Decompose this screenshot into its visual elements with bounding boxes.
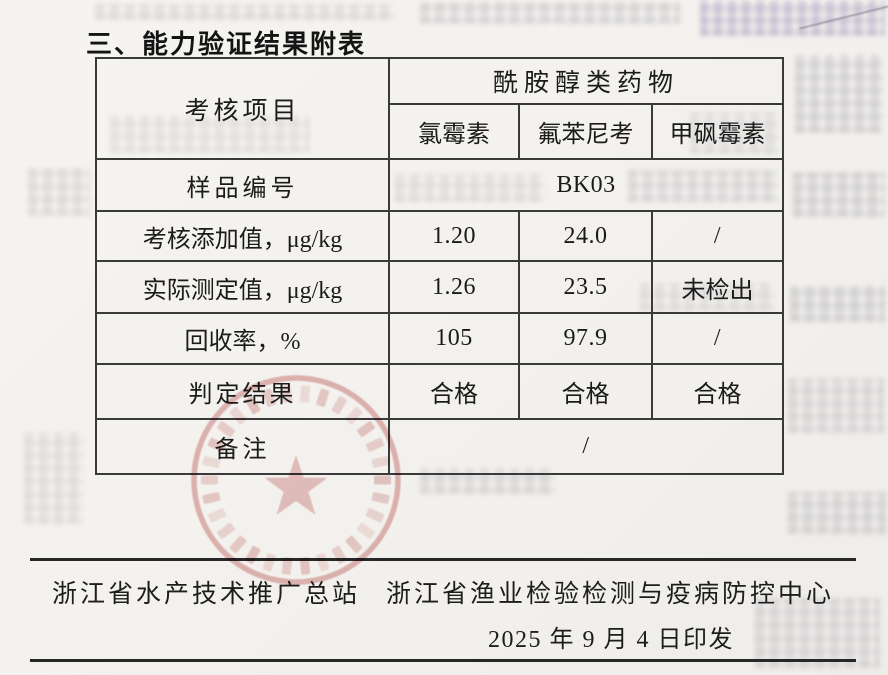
bleed-through-artifact [793, 172, 885, 217]
row-label-remarks: 备注 [95, 418, 390, 475]
footer-rule-bottom [30, 659, 856, 662]
bleed-through-artifact [795, 55, 883, 133]
header-florfenicol: 氟苯尼考 [518, 103, 653, 160]
cell-spiked-chloramphenicol: 1.20 [388, 210, 520, 262]
cell-judgment-chloramphenicol: 合格 [388, 363, 520, 420]
cell-judgment-florfenicol: 合格 [518, 363, 653, 420]
cell-spiked-thiamphenicol: / [651, 210, 784, 262]
footer-organizations: 浙江省水产技术推广总站 浙江省渔业检验检测与疫病防控中心 [52, 574, 834, 610]
page-title: 三、能力验证结果附表 [86, 29, 367, 59]
row-recovery-rate: 回收率，% 105 97.9 / [95, 312, 784, 365]
bleed-through-artifact [788, 378, 884, 433]
footer-date-line: 2025 年 9 月 4 日印发 [488, 627, 734, 653]
row-sample-id: 样品编号 BK03 [95, 158, 784, 212]
footer-rule-top [30, 558, 856, 561]
cell-measured-thiamphenicol: 未检出 [651, 260, 784, 314]
header-drug-class: 酰胺醇类药物 [388, 57, 784, 105]
row-label-spiked: 考核添加值，μg/kg [95, 210, 390, 262]
bleed-through-artifact [788, 492, 886, 534]
bleed-through-artifact [790, 286, 885, 322]
cell-recovery-thiamphenicol: / [651, 312, 784, 365]
header-assessment-item: 考核项目 [95, 57, 390, 160]
row-remarks: 备注 / [95, 418, 784, 475]
row-label-sample-id: 样品编号 [95, 158, 390, 212]
row-label-measured: 实际测定值，μg/kg [95, 260, 390, 314]
row-judgment: 判定结果 合格 合格 合格 [95, 363, 784, 420]
cell-remarks: / [388, 418, 784, 475]
footer-org-left: 浙江省水产技术推广总站 [52, 581, 361, 608]
cell-measured-florfenicol: 23.5 [518, 260, 653, 314]
table-header-row-drugs: 氯霉素 氟苯尼考 甲砜霉素 [96, 103, 784, 160]
row-spiked-value: 考核添加值，μg/kg 1.20 24.0 / [95, 210, 784, 262]
header-chloramphenicol: 氯霉素 [388, 103, 520, 160]
cell-spiked-florfenicol: 24.0 [518, 210, 653, 262]
bleed-through-artifact [95, 4, 395, 20]
bleed-through-artifact [24, 432, 84, 524]
table-header-row-group: 考核项目 酰胺醇类药物 [95, 57, 784, 160]
header-thiamphenicol: 甲砜霉素 [651, 103, 784, 160]
row-label-judgment: 判定结果 [95, 363, 390, 420]
footer-org-right: 浙江省渔业检验检测与疫病防控中心 [386, 581, 835, 608]
cell-recovery-florfenicol: 97.9 [518, 312, 653, 365]
results-table: 考核项目 酰胺醇类药物 氯霉素 氟苯尼考 甲砜霉素 样品编号 BK03 考核添加… [95, 57, 784, 475]
row-label-recovery: 回收率，% [95, 312, 390, 365]
scan-scratch-artifact [799, 4, 888, 30]
row-measured-value: 实际测定值，μg/kg 1.26 23.5 未检出 [95, 260, 784, 314]
cell-sample-id: BK03 [388, 158, 784, 212]
cell-measured-chloramphenicol: 1.26 [388, 260, 520, 314]
cell-judgment-thiamphenicol: 合格 [651, 363, 784, 420]
bleed-through-artifact [700, 0, 885, 36]
bleed-through-artifact [420, 2, 680, 24]
bleed-through-artifact [28, 168, 90, 216]
cell-recovery-chloramphenicol: 105 [388, 312, 520, 365]
